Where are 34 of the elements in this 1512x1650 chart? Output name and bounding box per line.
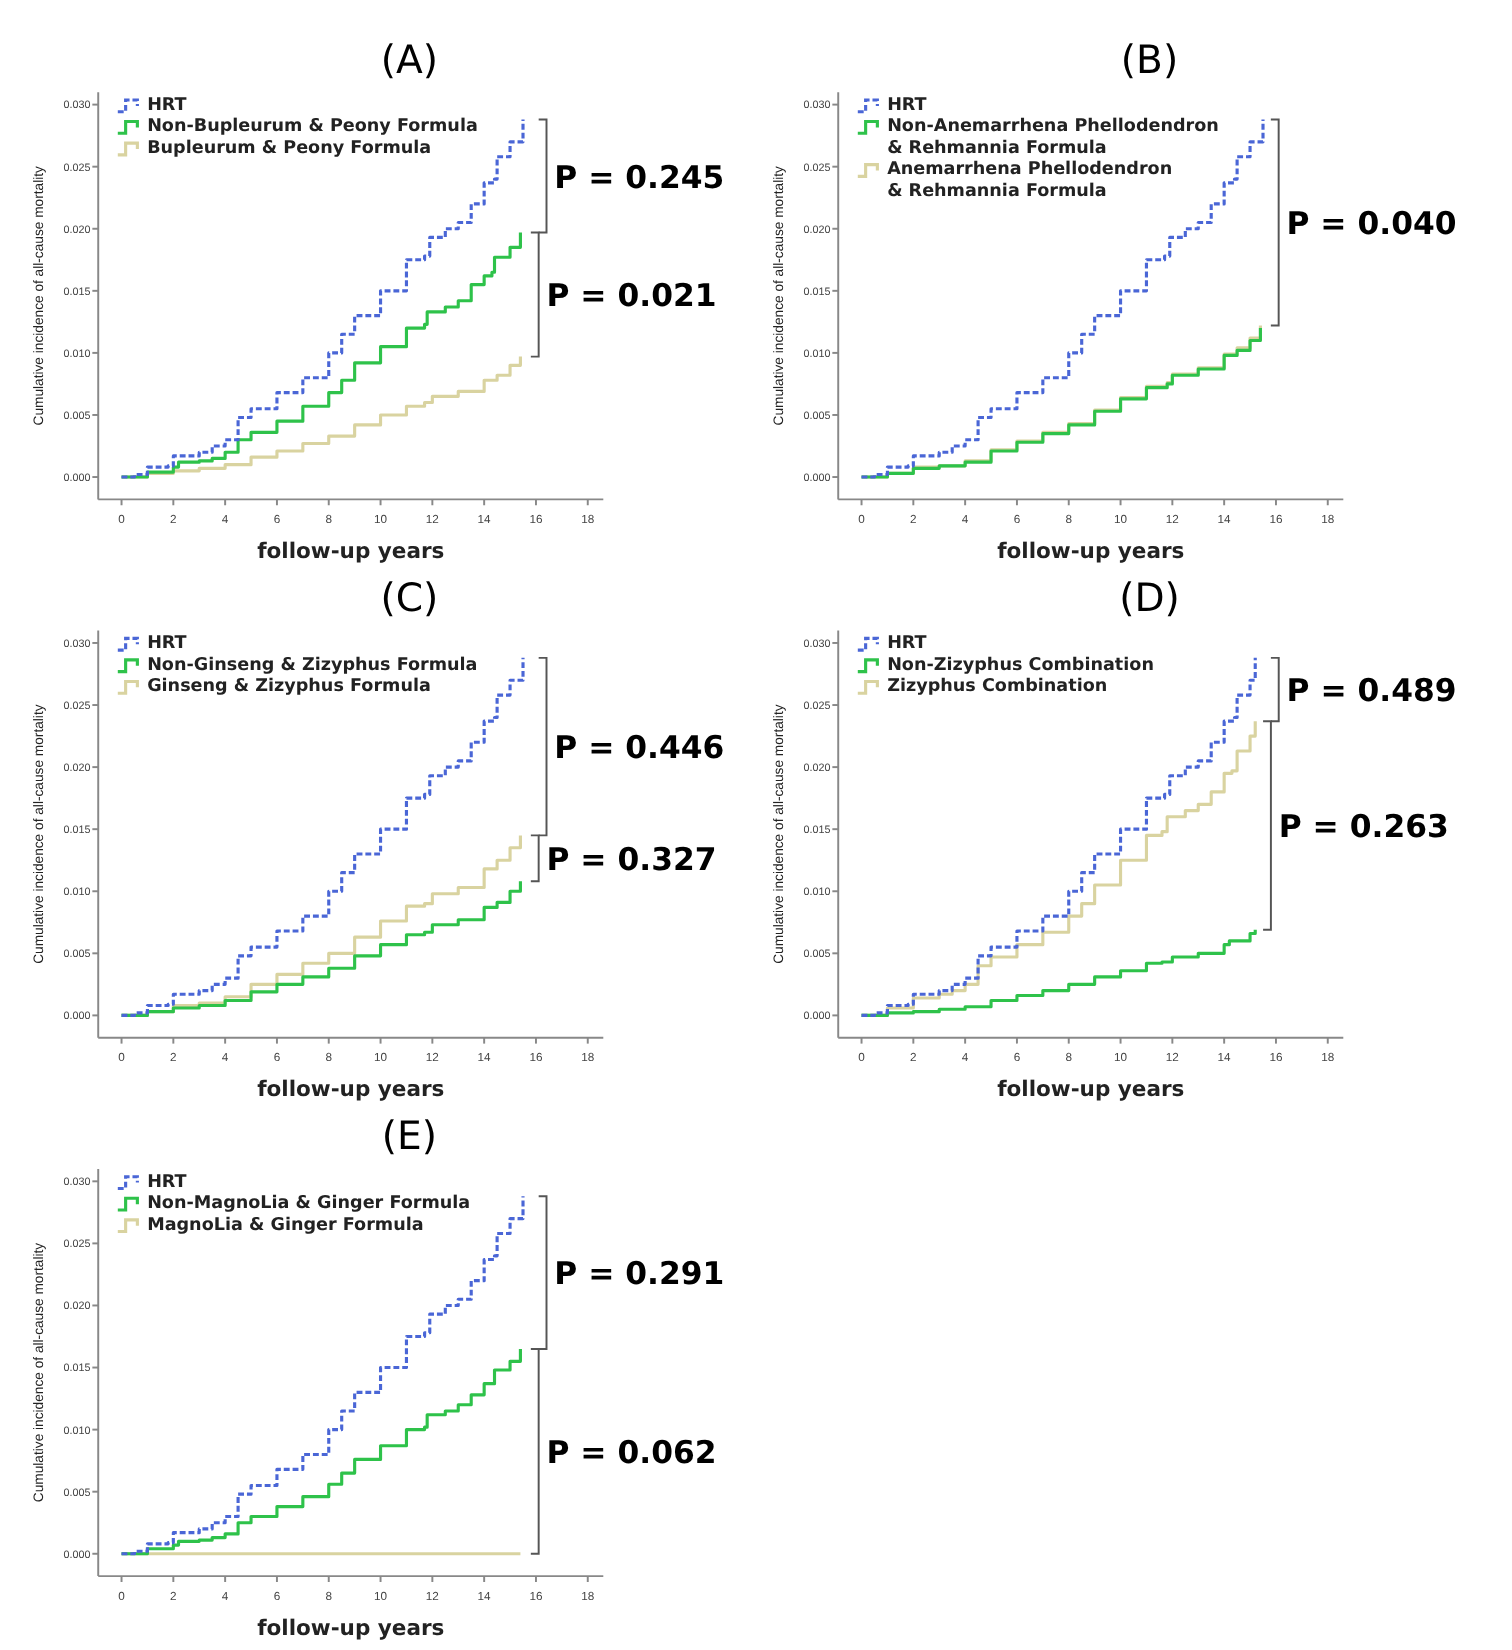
annotation: P = 0.291 <box>554 1254 725 1293</box>
legend-label: Non-Bupleurum & Peony Formula <box>147 117 478 138</box>
annotation: P = 0.263 <box>1278 807 1449 846</box>
chart-title: (C) <box>380 574 439 621</box>
legend-label: Zizyphus Combination <box>887 677 1108 698</box>
annotation: P = 0.327 <box>546 840 717 879</box>
annotation: P = 0.446 <box>554 728 725 767</box>
annotation: P = 0.040 <box>1286 204 1457 243</box>
legend-label: Anemarrhena Phellodendron & Rehmannia Formula <box>887 160 1173 202</box>
legend-label: HRT <box>887 634 927 655</box>
chart-title: (D) <box>1119 574 1180 621</box>
legend-label: HRT <box>147 634 187 655</box>
x-axis-title: follow-up years <box>257 1076 445 1103</box>
annotation: P = 0.245 <box>554 157 725 196</box>
legend-label: Ginseng & Zizyphus Formula <box>147 677 431 698</box>
legend-label: Non-MagnoLia & Ginger Formula <box>147 1194 471 1215</box>
annotation: P = 0.021 <box>546 276 717 315</box>
chart-title: (B) <box>1120 36 1179 83</box>
legend-label: HRT <box>147 1172 187 1193</box>
legend-label: Bupleurum & Peony Formula <box>147 138 432 159</box>
x-axis-title: follow-up years <box>257 1614 445 1641</box>
chart-title: (E) <box>381 1113 438 1160</box>
x-axis-title: follow-up years <box>997 1076 1185 1103</box>
legend-label: HRT <box>887 95 927 116</box>
legend-label: HRT <box>147 95 187 116</box>
annotation: P = 0.489 <box>1286 671 1457 710</box>
legend-label: Non-Zizyphus Combination <box>887 655 1154 676</box>
legend-label: MagnoLia & Ginger Formula <box>147 1215 424 1236</box>
legend-label: Non-Anemarrhena Phellodendron & Rehmannia Formula <box>887 117 1219 159</box>
chart-title: (A) <box>380 36 439 83</box>
x-axis-title: follow-up years <box>257 538 445 565</box>
x-axis-title: follow-up years <box>997 538 1185 565</box>
legend-label: Non-Ginseng & Zizyphus Formula <box>147 655 478 676</box>
annotation: P = 0.062 <box>546 1433 717 1472</box>
